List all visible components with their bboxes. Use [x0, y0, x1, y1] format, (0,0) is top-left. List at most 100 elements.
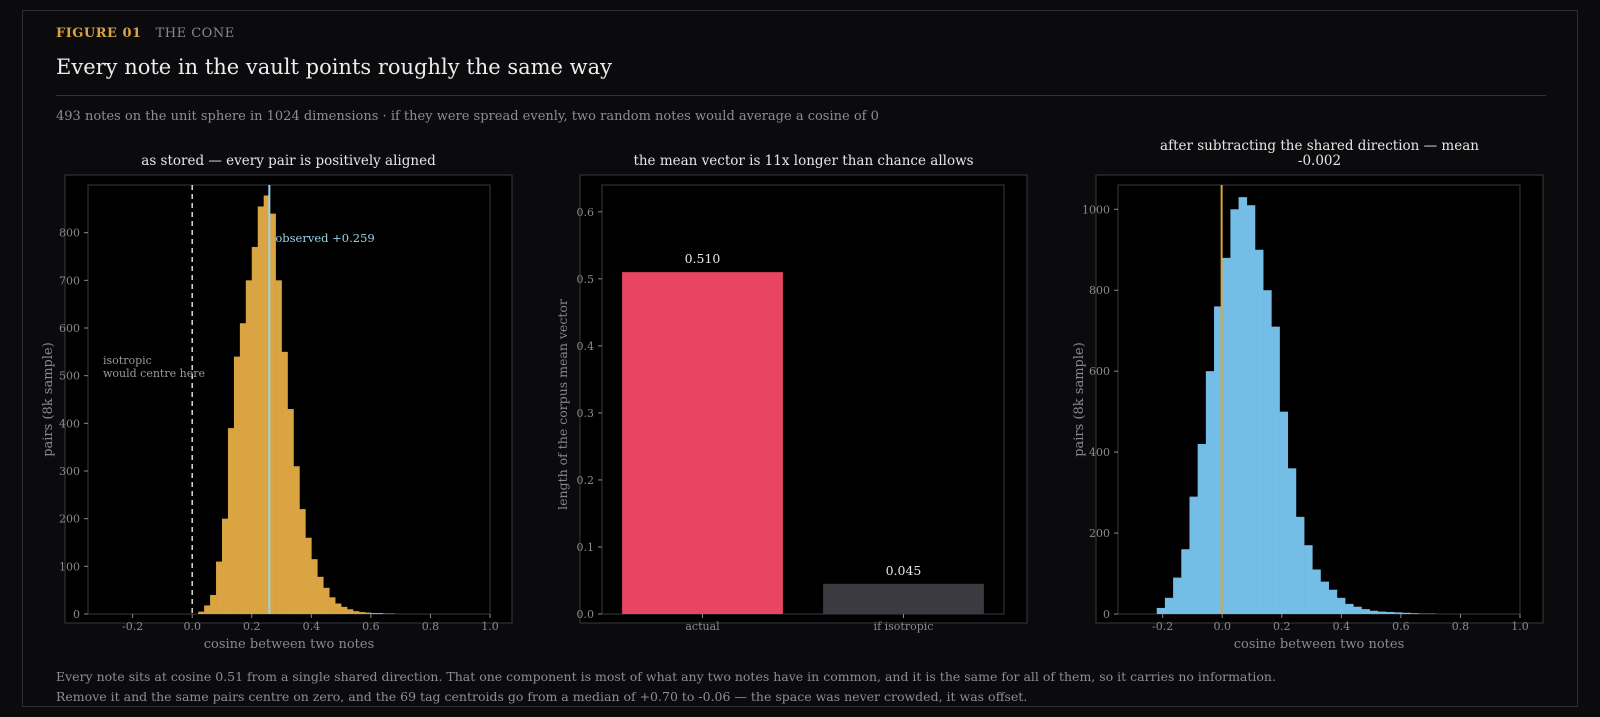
figure-label: FIGURE 01 [56, 26, 142, 41]
histogram-bar [358, 612, 366, 614]
histogram-bar [275, 280, 282, 614]
x-tick-label: 1.0 [481, 620, 499, 633]
y-tick-label: 100 [59, 560, 80, 573]
histogram-bar [1336, 597, 1346, 614]
x-tick-label: 0.4 [303, 620, 321, 633]
y-tick-label: 300 [59, 465, 80, 478]
figure-kicker: FIGURE 01 THE CONE [56, 26, 235, 41]
x-tick-label: 0.6 [362, 620, 380, 633]
histogram-bar [239, 323, 247, 614]
histogram-bar [1320, 581, 1329, 614]
histogram-bar [1189, 496, 1198, 614]
histogram-bar [281, 351, 288, 614]
histogram-bar [1181, 549, 1190, 614]
chart-title: after subtracting the shared direction —… [1160, 138, 1479, 154]
histogram-bar [1230, 209, 1239, 614]
y-tick-label: 200 [59, 513, 80, 526]
page-subtitle: 493 notes on the unit sphere in 1024 dim… [56, 109, 879, 124]
histogram-bar [198, 611, 205, 614]
x-tick-label: -0.2 [122, 620, 143, 633]
plot-area-3 [1095, 174, 1544, 624]
histogram-bar [353, 611, 360, 614]
y-tick-label: 400 [1089, 446, 1110, 459]
histogram-bar [1222, 257, 1231, 614]
histogram-bar [347, 609, 354, 614]
page-title: Every note in the vault points roughly t… [56, 55, 613, 79]
x-tick-label: 0.0 [1213, 620, 1231, 633]
y-tick-label: 500 [59, 370, 80, 383]
histogram-bar [204, 605, 211, 614]
section-label: THE CONE [155, 26, 235, 41]
histogram-bar [1312, 569, 1321, 614]
histogram-bar [222, 518, 229, 614]
x-tick-label: if isotropic [874, 620, 934, 633]
bar-actual [622, 272, 783, 614]
x-tick-label: 0.2 [243, 620, 261, 633]
x-tick-label: 0.6 [1392, 620, 1410, 633]
histogram-bar [1386, 611, 1395, 614]
y-tick-label: 0 [1103, 608, 1110, 621]
histogram-bar [1361, 609, 1370, 614]
x-tick-label: 0.8 [422, 620, 440, 633]
histogram-bar [1402, 612, 1411, 614]
x-tick-label: actual [685, 620, 720, 633]
x-tick-label: 0.4 [1333, 620, 1351, 633]
y-tick-label: 400 [59, 417, 80, 430]
histogram-bar [1279, 411, 1289, 614]
histogram-bar [216, 561, 223, 614]
histogram-bar [233, 356, 241, 614]
y-tick-label: 1000 [1082, 203, 1110, 216]
y-tick-label: 0.2 [577, 474, 595, 487]
bar-group [622, 272, 984, 614]
histogram-bar [1263, 290, 1272, 614]
histogram-bar [1345, 603, 1354, 614]
histogram-bar [1205, 371, 1215, 614]
bar-value-label: 0.045 [886, 563, 922, 578]
y-tick-label: 0.4 [577, 340, 595, 353]
histogram-bar [1173, 577, 1182, 614]
y-tick-label: 0.3 [577, 407, 595, 420]
axes-box-2 [601, 184, 1005, 615]
observed-annotation: observed +0.259 [275, 231, 374, 245]
histogram-bar [1295, 516, 1305, 614]
bar-if-isotropic [823, 583, 984, 614]
chart-title: as stored — every pair is positively ali… [141, 153, 436, 169]
y-tick-label: 0.5 [577, 273, 595, 286]
y-tick-label: 700 [59, 274, 80, 287]
y-tick-label: 0 [73, 608, 80, 621]
histogram-bar [1328, 589, 1338, 614]
histogram-bars-1 [198, 195, 396, 614]
y-tick-label: 800 [1089, 284, 1110, 297]
y-tick-label: 600 [1089, 365, 1110, 378]
histogram-bar [245, 280, 253, 614]
figure-caption: Every note sits at cosine 0.51 from a si… [56, 667, 1276, 707]
chart-title: -0.002 [1298, 153, 1341, 169]
caption-line-2: Remove it and the same pairs centre on z… [56, 689, 1028, 704]
y-tick-label: 200 [1089, 527, 1110, 540]
histogram-bar [227, 428, 235, 614]
histogram-bar [323, 587, 330, 614]
histogram-bar [370, 613, 378, 614]
histogram-bar [263, 195, 270, 614]
histogram-bar [1271, 326, 1280, 614]
histogram-bar [257, 206, 264, 614]
histogram-bar [364, 612, 372, 614]
histogram-bar [1254, 249, 1264, 615]
histogram-bar [251, 246, 259, 614]
histogram-bar [269, 213, 276, 614]
histogram-bar [1410, 613, 1420, 614]
histogram-bar [1287, 468, 1297, 614]
histogram-bar [1246, 205, 1256, 615]
histogram-bar [1369, 610, 1379, 614]
histogram-bar [287, 409, 294, 614]
y-tick-label: 0.1 [577, 541, 595, 554]
y-tick-label: 600 [59, 322, 80, 335]
histogram-bar [311, 559, 318, 614]
isotropic-annotation-line-2: would centre here [103, 367, 205, 380]
y-axis-label: length of the corpus mean vector [555, 299, 570, 510]
x-tick-label: 1.0 [1511, 620, 1529, 633]
histogram-bar [1394, 612, 1403, 614]
title-divider [56, 95, 1546, 96]
y-axis-label: pairs (8k sample) [1072, 342, 1087, 457]
